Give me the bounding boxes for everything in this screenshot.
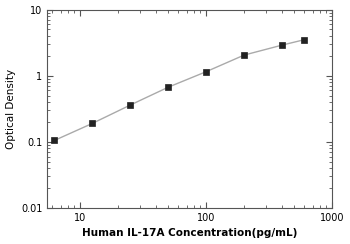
Y-axis label: Optical Density: Optical Density [6, 69, 15, 149]
X-axis label: Human IL-17A Concentration(pg/mL): Human IL-17A Concentration(pg/mL) [82, 228, 298, 238]
